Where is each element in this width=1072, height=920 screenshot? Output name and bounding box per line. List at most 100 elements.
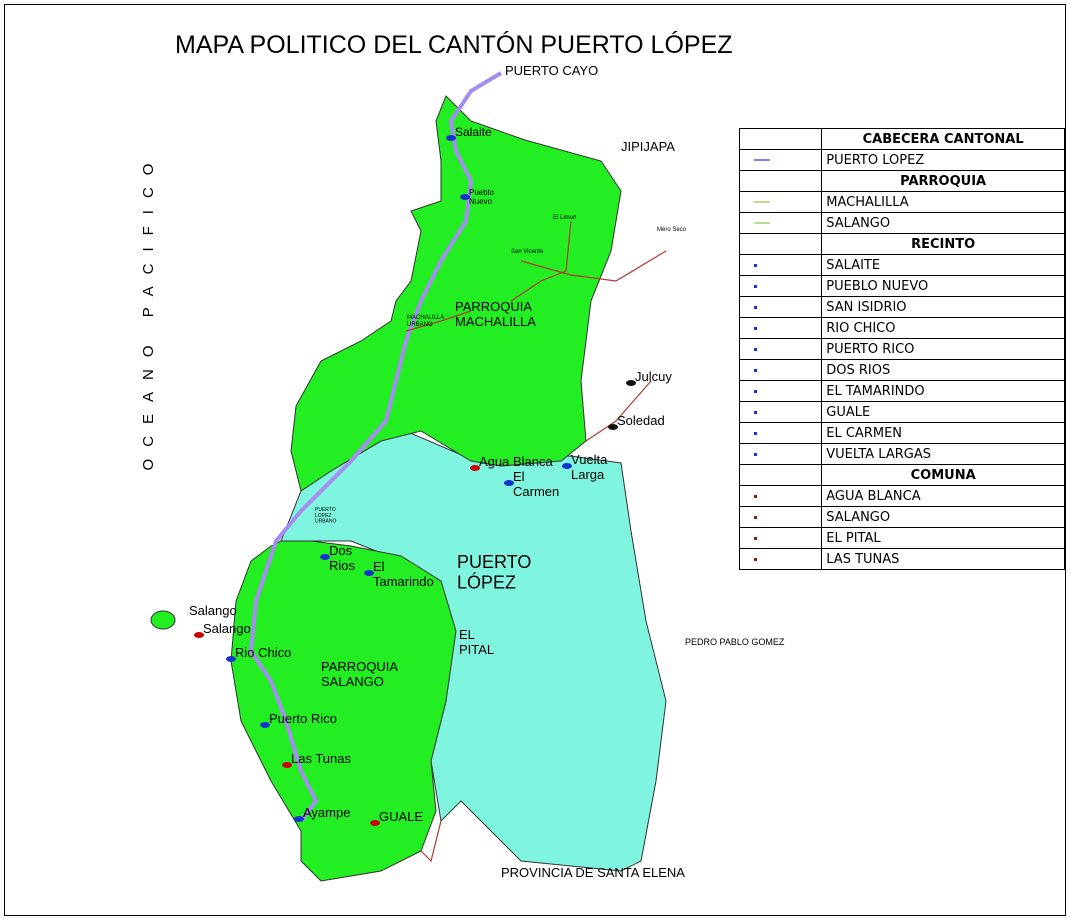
legend-symbol <box>738 443 823 465</box>
legend-row: SAN ISIDRIO <box>738 296 1065 318</box>
place-label: Ayampe <box>303 805 350 820</box>
legend-swatch <box>754 536 757 540</box>
legend-item: MACHALILLA <box>821 191 1065 213</box>
legend-row: LAS TUNAS <box>738 548 1065 570</box>
place-marker <box>608 424 618 430</box>
place-label: Pueblo Nuevo <box>469 188 494 206</box>
legend-item: RIO CHICO <box>821 317 1065 339</box>
legend-symbol <box>738 128 823 150</box>
legend: CABECERA CANTONAL PUERTO LOPEZ PARROQUIA MA… <box>738 128 1065 570</box>
legend-symbol <box>738 485 823 507</box>
legend-swatch <box>754 410 757 414</box>
legend-swatch <box>754 159 770 161</box>
legend-symbol <box>738 296 823 318</box>
legend-row: EL CARMEN <box>738 422 1065 444</box>
legend-item: EL TAMARINDO <box>821 380 1065 402</box>
place-marker <box>370 820 380 826</box>
legend-row: DOS RIOS <box>738 359 1065 381</box>
place-label: Salango <box>203 621 251 636</box>
legend-symbol <box>738 359 823 381</box>
legend-symbol <box>738 170 823 192</box>
legend-swatch <box>754 389 757 393</box>
legend-row: EL TAMARINDO <box>738 380 1065 402</box>
place-label: Las Tunas <box>291 751 351 766</box>
legend-heading: RECINTO <box>821 233 1065 255</box>
legend-symbol <box>738 212 823 234</box>
place-label: PEDRO PABLO GOMEZ <box>685 637 785 647</box>
legend-row: SALANGO <box>738 506 1065 528</box>
legend-swatch <box>754 494 757 498</box>
map-title: MAPA POLITICO DEL CANTÓN PUERTO LÓPEZ <box>175 30 733 59</box>
legend-row: AGUA BLANCA <box>738 485 1065 507</box>
place-label: El Tamarindo <box>373 559 434 589</box>
legend-row: MACHALILLA <box>738 191 1065 213</box>
ocean-label: OCEANO PACIFICO <box>140 152 157 471</box>
map-frame: MAPA POLITICO DEL CANTÓN PUERTO LÓPEZ OC… <box>4 4 1066 916</box>
island <box>150 610 176 630</box>
legend-item: PUERTO LOPEZ <box>821 149 1065 171</box>
place-marker <box>470 465 480 471</box>
legend-row: VUELTA LARGAS <box>738 443 1065 465</box>
legend-item: SALAITE <box>821 254 1065 276</box>
legend-swatch <box>754 201 770 203</box>
place-marker <box>282 762 292 768</box>
legend-item: EL CARMEN <box>821 422 1065 444</box>
legend-swatch <box>754 368 757 372</box>
legend-item: GUALE <box>821 401 1065 423</box>
place-label: Rio Chico <box>235 645 291 660</box>
legend-row: SALAITE <box>738 254 1065 276</box>
place-marker <box>460 194 470 200</box>
place-label: PUERTO CAYO <box>505 63 598 78</box>
place-label: Puerto Rico <box>269 711 337 726</box>
legend-heading: CABECERA CANTONAL <box>821 128 1065 150</box>
legend-item: EL PITAL <box>821 527 1065 549</box>
place-marker <box>364 570 374 576</box>
place-label: Salaite <box>455 125 492 139</box>
legend-item: PUEBLO NUEVO <box>821 275 1065 297</box>
legend-row: EL PITAL <box>738 527 1065 549</box>
legend-symbol <box>738 527 823 549</box>
place-label: Julcuy <box>635 369 672 384</box>
place-label: PROVINCIA DE SANTA ELENA <box>501 865 685 880</box>
place-label: PUERTO LÓPEZ <box>457 552 531 593</box>
legend-row: SALANGO <box>738 212 1065 234</box>
place-marker <box>562 463 572 469</box>
legend-symbol <box>738 275 823 297</box>
legend-symbol <box>738 191 823 213</box>
place-marker <box>446 135 456 141</box>
legend-row: GUALE <box>738 401 1065 423</box>
legend-heading: PARROQUIA <box>821 170 1065 192</box>
legend-item: PUERTO RICO <box>821 338 1065 360</box>
legend-symbol <box>738 380 823 402</box>
road <box>248 71 503 823</box>
place-label: Agua Blanca <box>479 454 553 469</box>
legend-symbol <box>738 464 823 486</box>
legend-item: VUELTA LARGAS <box>821 443 1065 465</box>
legend-symbol <box>738 338 823 360</box>
map: MAPA POLITICO DEL CANTÓN PUERTO LÓPEZ OC… <box>140 30 785 882</box>
legend-swatch <box>754 222 770 224</box>
legend-symbol <box>738 401 823 423</box>
place-label: Dos Rios <box>329 543 356 573</box>
legend-symbol <box>738 149 823 171</box>
legend-item: SALANGO <box>821 212 1065 234</box>
region-salango <box>230 540 457 882</box>
roads-minor <box>405 220 667 863</box>
legend-item: LAS TUNAS <box>821 548 1065 570</box>
legend-swatch <box>754 452 757 456</box>
place-label: El Limon <box>553 215 576 221</box>
legend-symbol <box>738 233 823 255</box>
legend-symbol <box>738 548 823 570</box>
legend-symbol <box>738 317 823 339</box>
legend-row: PUERTO RICO <box>738 338 1065 360</box>
place-marker <box>626 380 636 386</box>
place-marker <box>260 722 270 728</box>
place-label: San Vicente <box>511 249 544 255</box>
place-label: PARROQUIA SALANGO <box>321 659 398 689</box>
legend-row: CABECERA CANTONAL <box>738 128 1065 150</box>
legend-swatch <box>754 263 757 267</box>
place-marker <box>504 480 514 486</box>
legend-symbol <box>738 506 823 528</box>
place-label: EL PITAL <box>459 627 494 657</box>
legend-heading: COMUNA <box>821 464 1065 486</box>
